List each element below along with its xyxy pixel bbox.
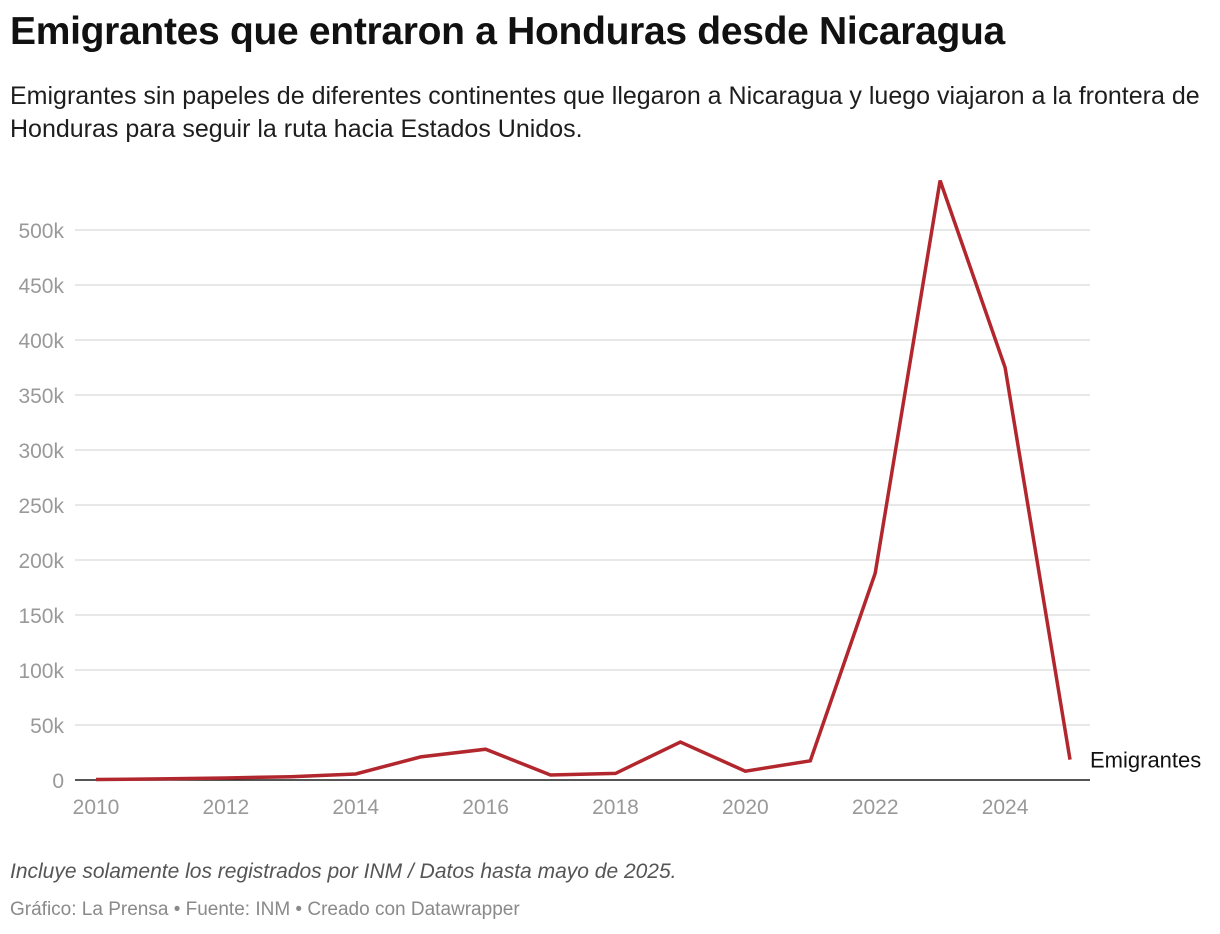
chart-subtitle: Emigrantes sin papeles de diferentes con… bbox=[10, 82, 1200, 143]
x-tick-label: 2012 bbox=[203, 796, 250, 819]
y-tick-label: 300k bbox=[18, 440, 64, 463]
y-tick-label: 350k bbox=[18, 385, 64, 408]
y-tick-label: 100k bbox=[18, 660, 64, 683]
series-lines bbox=[95, 179, 1072, 782]
x-tick-label: 2020 bbox=[722, 796, 769, 819]
y-tick-label: 500k bbox=[18, 220, 64, 243]
chart-title: Emigrantes que entraron a Honduras desde… bbox=[10, 10, 1005, 53]
y-tick-label: 0 bbox=[52, 770, 64, 793]
y-gridlines bbox=[75, 229, 1090, 726]
y-tick-label: 400k bbox=[18, 330, 64, 353]
y-tick-label: 450k bbox=[18, 275, 64, 298]
chart-byline: Gráfico: La Prensa • Fuente: INM • Cread… bbox=[10, 899, 520, 920]
chart-notes: Incluye solamente los registrados por IN… bbox=[10, 860, 677, 883]
x-tick-label: 2024 bbox=[982, 796, 1029, 819]
y-tick-label: 200k bbox=[18, 550, 64, 573]
series-labels: Emigrantes bbox=[1090, 748, 1201, 773]
series-line-emigrantes bbox=[95, 179, 1072, 782]
y-tick-label: 50k bbox=[30, 715, 64, 738]
x-tick-label: 2016 bbox=[462, 796, 509, 819]
x-tick-label: 2014 bbox=[332, 796, 379, 819]
y-tick-label: 150k bbox=[18, 605, 64, 628]
x-tick-label: 2022 bbox=[852, 796, 899, 819]
series-label: Emigrantes bbox=[1090, 748, 1201, 773]
y-tick-label: 250k bbox=[18, 495, 64, 518]
x-tick-label: 2010 bbox=[73, 796, 120, 819]
x-tick-label: 2018 bbox=[592, 796, 639, 819]
y-axis-tick-labels: 0 50k 100k 150k 200k 250k 300k 350k 400k 450k 500k bbox=[18, 220, 64, 793]
line-chart: 0 50k 100k 150k 200k 250k 300k 350k 400k 450k 500k… bbox=[18, 179, 1201, 819]
x-axis: 2010 2012 2014 2016 2018 2020 2022 2024 bbox=[73, 779, 1090, 819]
